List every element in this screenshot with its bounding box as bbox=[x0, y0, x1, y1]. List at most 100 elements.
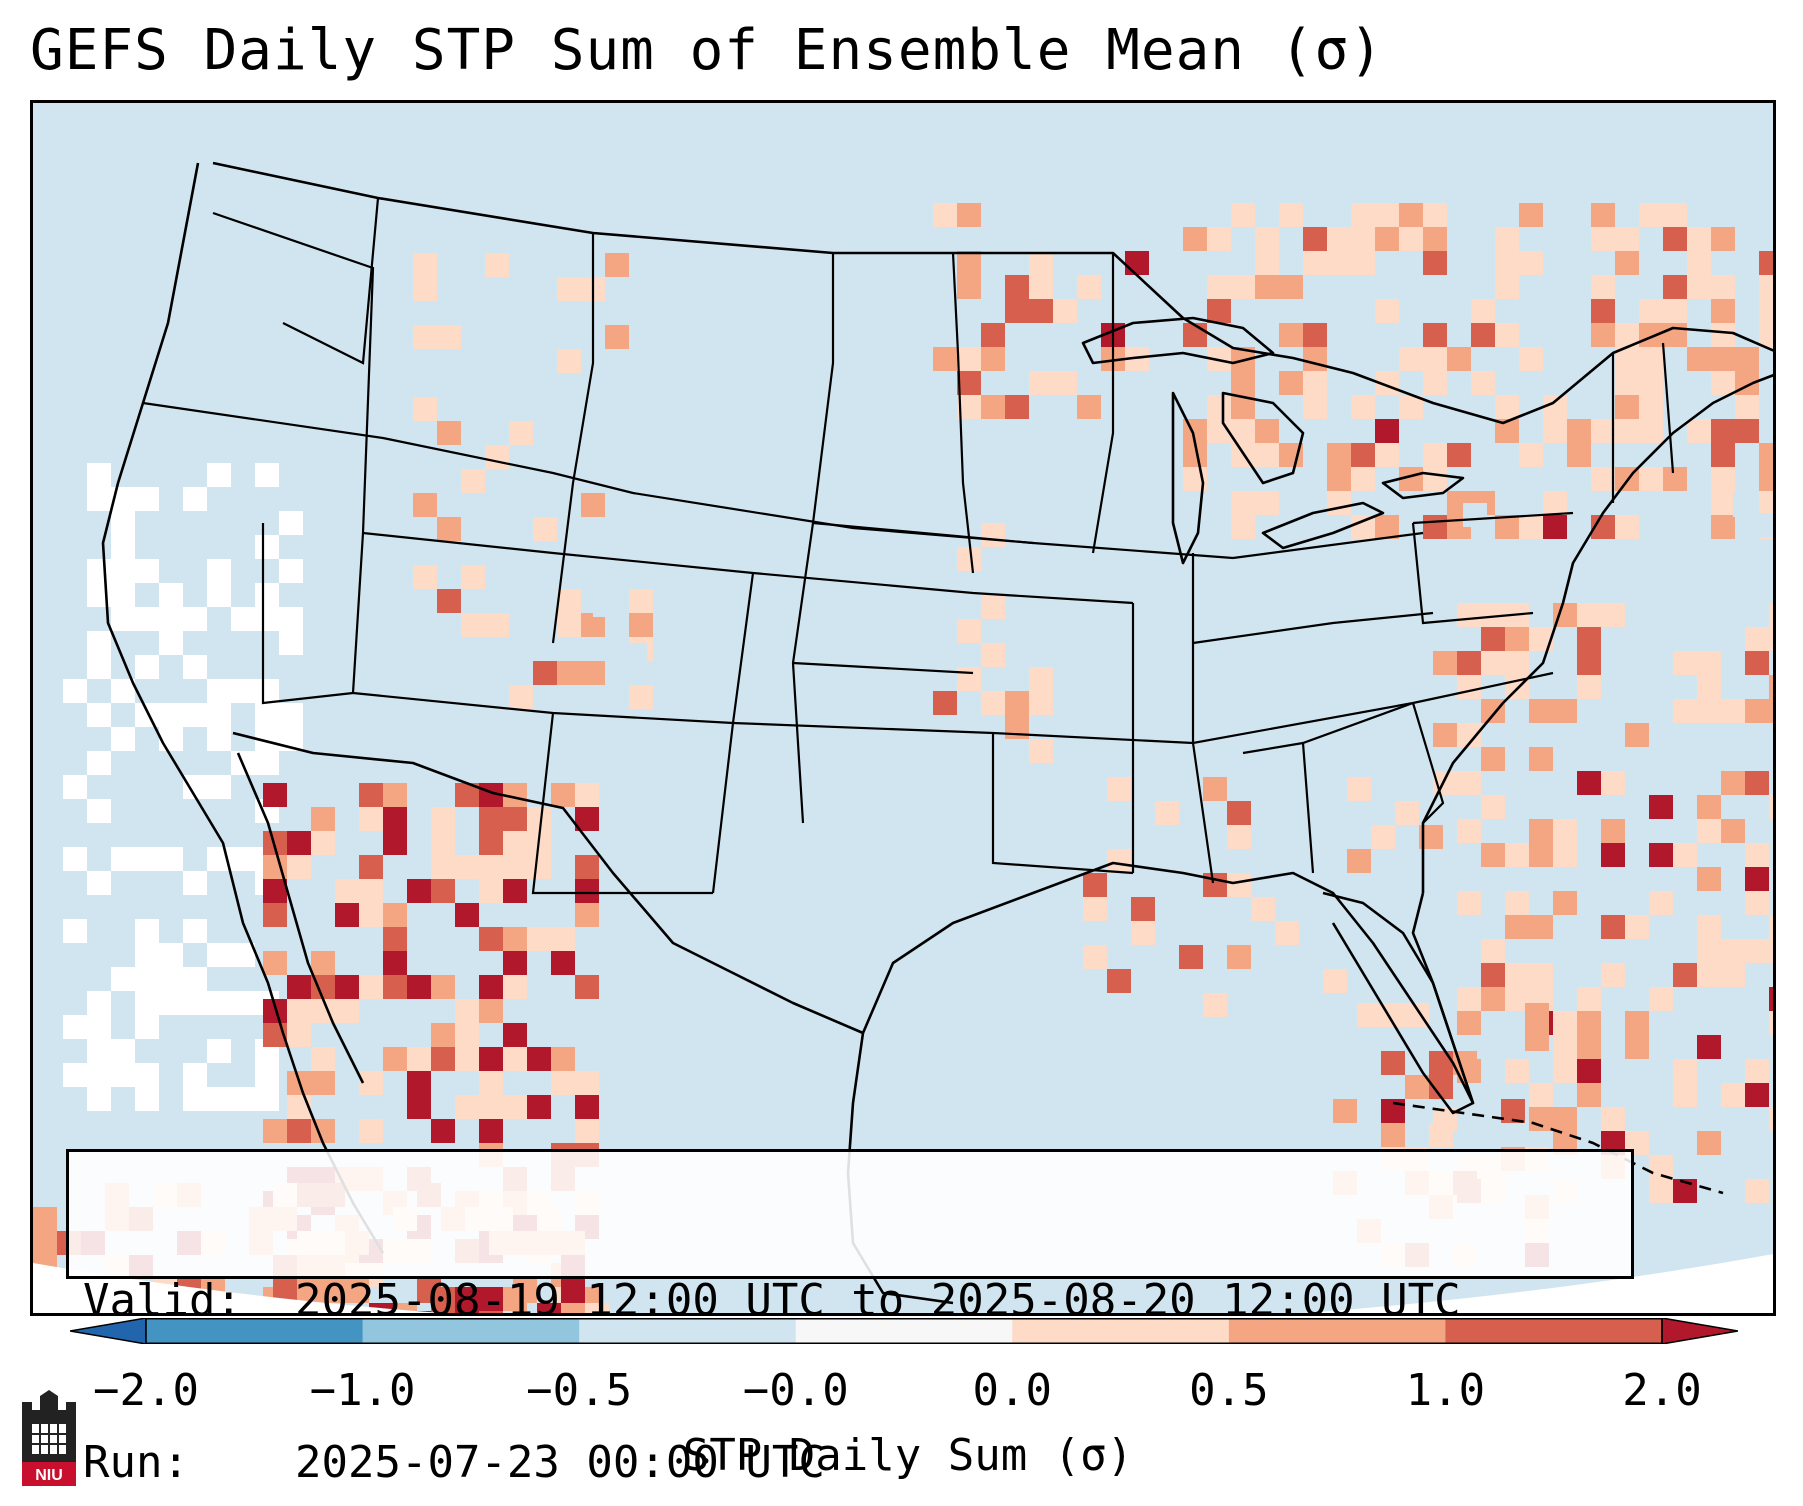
positive-anomaly-cell bbox=[1687, 275, 1711, 299]
positive-anomaly-cell bbox=[1433, 723, 1457, 747]
near-zero-anomaly-cell bbox=[135, 487, 159, 511]
positive-anomaly-cell bbox=[1769, 915, 1773, 939]
valid-row: Valid: 2025-08-19 12:00 UTC to 2025-08-2… bbox=[83, 1274, 1617, 1328]
positive-anomaly-cell bbox=[1029, 371, 1053, 395]
near-zero-anomaly-cell bbox=[159, 703, 183, 727]
positive-anomaly-cell bbox=[1711, 467, 1735, 491]
positive-anomaly-cell bbox=[1519, 347, 1543, 371]
positive-anomaly-cell bbox=[1591, 419, 1615, 443]
positive-anomaly-cell bbox=[1519, 251, 1543, 275]
positive-anomaly-cell bbox=[1447, 443, 1471, 467]
positive-anomaly-cell bbox=[1505, 627, 1529, 651]
state-border bbox=[812, 521, 1034, 545]
near-zero-anomaly-cell bbox=[159, 847, 183, 871]
positive-anomaly-cell bbox=[1381, 1051, 1405, 1075]
positive-anomaly-cell bbox=[1471, 323, 1495, 347]
valid-run-info-box: Valid: 2025-08-19 12:00 UTC to 2025-08-2… bbox=[66, 1149, 1634, 1488]
positive-anomaly-cell bbox=[455, 903, 479, 927]
positive-anomaly-cell bbox=[311, 807, 335, 831]
positive-anomaly-cell bbox=[503, 807, 527, 831]
positive-anomaly-cell bbox=[1481, 747, 1505, 771]
east-coast bbox=[1421, 373, 1773, 893]
positive-anomaly-cell bbox=[1697, 819, 1721, 843]
positive-anomaly-cell bbox=[311, 1047, 335, 1071]
positive-anomaly-cell bbox=[1615, 251, 1639, 275]
positive-anomaly-cell bbox=[1505, 843, 1529, 867]
near-zero-anomaly-cell bbox=[87, 631, 111, 655]
positive-anomaly-cell bbox=[1639, 203, 1663, 227]
positive-anomaly-cell bbox=[1697, 939, 1721, 963]
positive-anomaly-cell bbox=[1505, 1059, 1529, 1083]
positive-anomaly-cell bbox=[1495, 515, 1519, 539]
positive-anomaly-cell bbox=[1615, 515, 1639, 539]
positive-anomaly-cell bbox=[1457, 651, 1481, 675]
positive-anomaly-cell bbox=[335, 999, 359, 1023]
positive-anomaly-cell bbox=[1471, 299, 1495, 323]
positive-anomaly-cell bbox=[1327, 467, 1351, 491]
positive-anomaly-cell bbox=[1495, 227, 1519, 251]
near-zero-anomaly-cell bbox=[135, 1087, 159, 1111]
positive-anomaly-cell bbox=[1131, 921, 1155, 945]
positive-anomaly-cell bbox=[1495, 395, 1519, 419]
positive-anomaly-cell bbox=[1433, 651, 1457, 675]
near-zero-anomaly-cell bbox=[207, 679, 231, 703]
near-zero-anomaly-cell bbox=[255, 1063, 279, 1087]
near-zero-anomaly-cell bbox=[279, 607, 303, 631]
positive-anomaly-cell bbox=[1711, 299, 1735, 323]
positive-anomaly-cell bbox=[1759, 467, 1773, 491]
near-zero-anomaly-cell bbox=[87, 655, 111, 679]
positive-anomaly-cell bbox=[557, 277, 581, 301]
positive-anomaly-cell bbox=[1649, 987, 1673, 1011]
positive-anomaly-cell bbox=[527, 807, 551, 831]
positive-anomaly-cell bbox=[369, 1303, 393, 1313]
positive-anomaly-cell bbox=[1687, 251, 1711, 275]
positive-anomaly-cell bbox=[575, 879, 599, 903]
positive-anomaly-cell bbox=[1351, 227, 1375, 251]
near-zero-anomaly-cell bbox=[255, 463, 279, 487]
positive-anomaly-cell bbox=[1005, 299, 1029, 323]
near-zero-anomaly-cell bbox=[111, 727, 135, 751]
positive-anomaly-cell bbox=[1711, 275, 1735, 299]
positive-anomaly-cell bbox=[581, 661, 605, 685]
positive-anomaly-cell bbox=[1639, 347, 1663, 371]
positive-anomaly-cell bbox=[1371, 825, 1395, 849]
near-zero-anomaly-cell bbox=[63, 847, 87, 871]
state-border bbox=[1242, 701, 1414, 755]
positive-anomaly-cell bbox=[311, 831, 335, 855]
negative-anomaly-cell bbox=[1753, 513, 1773, 537]
near-zero-anomaly-cell bbox=[183, 871, 207, 895]
positive-anomaly-cell bbox=[479, 807, 503, 831]
positive-anomaly-cell bbox=[1553, 1107, 1577, 1131]
cuba bbox=[1392, 1101, 1724, 1195]
positive-anomaly-cell bbox=[1769, 627, 1773, 651]
positive-anomaly-cell bbox=[1423, 467, 1447, 491]
positive-anomaly-cell bbox=[1333, 1099, 1357, 1123]
positive-anomaly-cell bbox=[575, 1095, 599, 1119]
positive-anomaly-cell bbox=[1077, 395, 1101, 419]
positive-anomaly-cell bbox=[1327, 227, 1351, 251]
positive-anomaly-cell bbox=[1457, 819, 1481, 843]
positive-anomaly-cell bbox=[1405, 1075, 1429, 1099]
positive-anomaly-cell bbox=[461, 613, 485, 637]
positive-anomaly-cell bbox=[1697, 915, 1721, 939]
positive-anomaly-cell bbox=[1577, 651, 1601, 675]
positive-anomaly-cell bbox=[1303, 395, 1327, 419]
near-zero-anomaly-cell bbox=[111, 535, 135, 559]
state-borders-layer bbox=[142, 197, 1675, 895]
positive-anomaly-cell bbox=[1745, 699, 1769, 723]
colorbar-segment bbox=[1445, 1318, 1663, 1344]
positive-anomaly-cell bbox=[1697, 651, 1721, 675]
near-zero-anomaly-cell bbox=[63, 919, 87, 943]
negative-anomaly-cell bbox=[623, 643, 647, 667]
valid-value: 2025-08-19 12:00 UTC to 2025-08-20 12:00… bbox=[295, 1275, 1461, 1326]
positive-anomaly-cell bbox=[629, 613, 653, 637]
positive-anomaly-cell bbox=[461, 469, 485, 493]
near-zero-anomaly-cell bbox=[135, 1063, 159, 1087]
map-svg bbox=[33, 161, 1773, 1313]
near-zero-anomaly-cell bbox=[87, 1015, 111, 1039]
positive-anomaly-cell bbox=[509, 685, 533, 709]
positive-anomaly-cell bbox=[1697, 1035, 1721, 1059]
near-zero-anomaly-cell bbox=[87, 1039, 111, 1063]
positive-anomaly-cell bbox=[1505, 651, 1529, 675]
positive-anomaly-cell bbox=[1519, 203, 1543, 227]
